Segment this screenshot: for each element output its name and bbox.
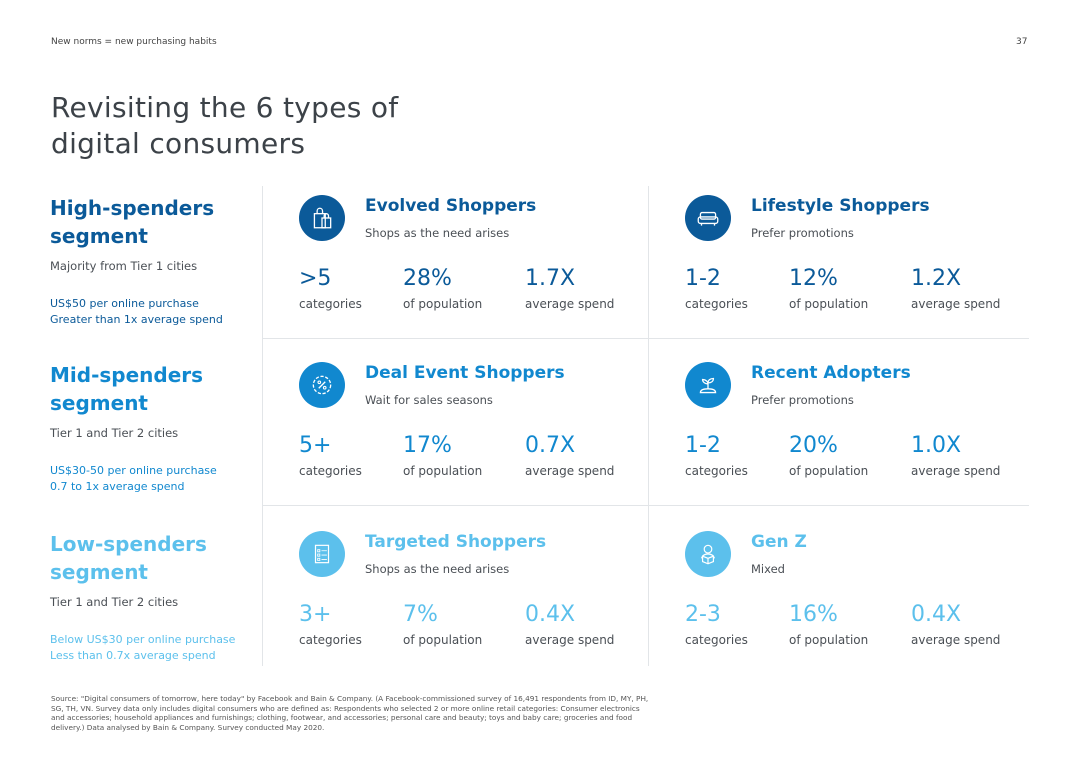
divider	[262, 186, 263, 666]
segment-cities: Majority from Tier 1 cities	[50, 259, 198, 273]
stat-population-label: of population	[789, 633, 869, 647]
consumer-type-description: Shops as the need arises	[365, 226, 510, 240]
consumer-type-title: Deal Event Shoppers	[365, 363, 565, 383]
consumer-type-description: Prefer promotions	[751, 226, 854, 240]
stat-spend-value: 1.2X	[911, 266, 962, 291]
stat-spend-value: 0.4X	[911, 602, 962, 627]
stat-population-value: 16%	[789, 602, 838, 627]
segment-spend-line-1: US$50 per online purchase	[50, 297, 199, 310]
stat-population-label: of population	[403, 297, 483, 311]
stat-population-label: of population	[403, 633, 483, 647]
consumer-type-description: Mixed	[751, 562, 785, 576]
page-title: Revisiting the 6 types of digital consum…	[51, 91, 399, 160]
stat-categories-label: categories	[685, 464, 748, 478]
consumer-type-title: Gen Z	[751, 532, 807, 552]
stat-categories-value: 2-3	[685, 602, 721, 627]
stat-spend-label: average spend	[911, 633, 1001, 647]
stat-spend-value: 0.7X	[525, 433, 576, 458]
stat-spend-label: average spend	[525, 633, 615, 647]
sofa-icon	[685, 195, 731, 241]
stat-categories-label: categories	[299, 464, 362, 478]
stat-categories-label: categories	[299, 297, 362, 311]
segment-cities: Tier 1 and Tier 2 cities	[50, 426, 179, 440]
stat-categories-value: 1-2	[685, 266, 721, 291]
stat-spend-value: 0.4X	[525, 602, 576, 627]
stat-population-value: 28%	[403, 266, 452, 291]
stat-spend-value: 1.0X	[911, 433, 962, 458]
stat-spend-label: average spend	[525, 297, 615, 311]
consumer-type-description: Shops as the need arises	[365, 562, 510, 576]
footnote: Source: "Digital consumers of tomorrow, …	[51, 694, 649, 732]
stat-spend-value: 1.7X	[525, 266, 576, 291]
page-number: 37	[1016, 37, 1028, 47]
divider	[262, 505, 1029, 506]
stat-population-label: of population	[789, 297, 869, 311]
consumer-type-title: Recent Adopters	[751, 363, 911, 383]
stat-population-value: 17%	[403, 433, 452, 458]
discount-badge-icon	[299, 362, 345, 408]
divider	[648, 186, 649, 666]
checklist-icon	[299, 531, 345, 577]
section-label: New norms = new purchasing habits	[51, 37, 217, 47]
stat-spend-label: average spend	[911, 464, 1001, 478]
stat-population-label: of population	[789, 464, 869, 478]
consumer-type-description: Wait for sales seasons	[365, 393, 493, 407]
stat-categories-value: 5+	[299, 433, 332, 458]
stat-categories-label: categories	[685, 633, 748, 647]
stat-population-value: 7%	[403, 602, 438, 627]
divider	[262, 338, 1029, 339]
segment-spend-line-1: Below US$30 per online purchase	[50, 633, 236, 646]
consumer-type-description: Prefer promotions	[751, 393, 854, 407]
consumer-type-title: Targeted Shoppers	[365, 532, 547, 552]
stat-categories-value: >5	[299, 266, 332, 291]
stat-population-value: 12%	[789, 266, 838, 291]
segment-spend-line-2: 0.7 to 1x average spend	[50, 480, 185, 493]
stat-spend-label: average spend	[525, 464, 615, 478]
stat-population-value: 20%	[789, 433, 838, 458]
segment-title: Low-spenders segment	[50, 532, 207, 584]
stat-categories-label: categories	[685, 297, 748, 311]
stat-categories-value: 1-2	[685, 433, 721, 458]
person-with-box-icon	[685, 531, 731, 577]
sprout-icon	[685, 362, 731, 408]
segment-spend-line-2: Greater than 1x average spend	[50, 313, 223, 326]
stat-categories-value: 3+	[299, 602, 332, 627]
stat-spend-label: average spend	[911, 297, 1001, 311]
stat-categories-label: categories	[299, 633, 362, 647]
consumer-type-title: Lifestyle Shoppers	[751, 196, 930, 216]
segment-title: Mid-spenders segment	[50, 363, 204, 415]
segment-title: High-spenders segment	[50, 196, 215, 248]
consumer-type-title: Evolved Shoppers	[365, 196, 537, 216]
shopping-bags-icon	[299, 195, 345, 241]
segment-spend-line-2: Less than 0.7x average spend	[50, 649, 216, 662]
stat-population-label: of population	[403, 464, 483, 478]
segment-spend-line-1: US$30-50 per online purchase	[50, 464, 217, 477]
segment-cities: Tier 1 and Tier 2 cities	[50, 595, 179, 609]
